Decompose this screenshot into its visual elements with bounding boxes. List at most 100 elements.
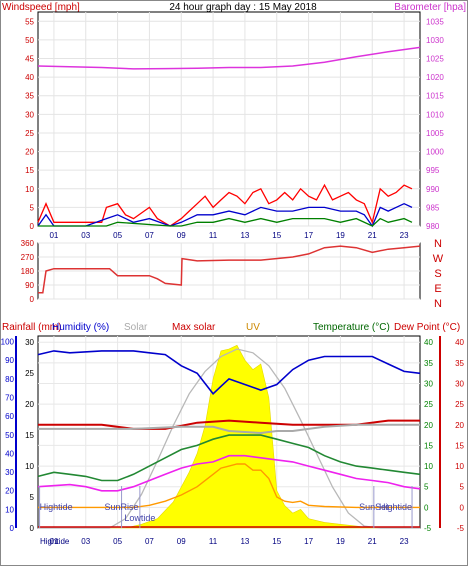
barometer-tick-label: 1005 xyxy=(426,129,444,138)
barometer-tick-label: 990 xyxy=(426,185,440,194)
compass-label: S xyxy=(434,268,441,280)
time-tick-label: 03 xyxy=(81,537,90,546)
direction-tick-label: 270 xyxy=(21,253,35,262)
temperature-tick-label: 5 xyxy=(424,483,429,492)
dewpoint-tick-label: 40 xyxy=(455,338,464,347)
solar-line xyxy=(38,423,420,435)
time-tick-label: 07 xyxy=(145,231,154,240)
time-tick-label: 15 xyxy=(272,231,281,240)
humidity-tick-label: 100 xyxy=(1,338,15,347)
graph-title: 24 hour graph day : 15 May 2018 xyxy=(169,2,317,13)
rainfall-tick-label: 15 xyxy=(25,431,34,440)
time-tick-label: 13 xyxy=(240,231,249,240)
event-label: Hightide xyxy=(40,502,73,512)
solar-area xyxy=(38,344,420,529)
time-tick-label: 05 xyxy=(113,537,122,546)
uv-line xyxy=(38,463,420,509)
time-tick-label: 21 xyxy=(368,231,377,240)
compass-label: W xyxy=(433,253,444,265)
direction-tick-label: 180 xyxy=(21,267,35,276)
time-tick-label: 19 xyxy=(336,537,345,546)
barometer-tick-label: 995 xyxy=(426,166,440,175)
temperature-line xyxy=(37,434,421,482)
time-tick-label: 13 xyxy=(240,537,249,546)
temperature-tick-label: 0 xyxy=(424,503,429,512)
barometer-tick-label: 980 xyxy=(426,222,440,231)
barometer-line xyxy=(37,46,421,70)
windspeed-tick-label: 40 xyxy=(25,73,34,82)
windspeed-tick-label: 30 xyxy=(25,110,34,119)
time-tick-label: 03 xyxy=(81,231,90,240)
compass-label: N xyxy=(434,298,442,310)
temperature-tick-label: 15 xyxy=(424,441,433,450)
windspeed-tick-label: 20 xyxy=(25,148,34,157)
barometer-tick-label: 1000 xyxy=(426,148,444,157)
humidity-tick-label: 90 xyxy=(5,356,14,365)
windspeed-tick-label: 25 xyxy=(25,129,34,138)
rainfall-axis-title: Rainfall (mm) xyxy=(2,322,61,333)
max-solar-legend: Max solar xyxy=(172,322,216,333)
dewpoint-tick-label: 20 xyxy=(455,421,464,430)
temperature-tick-label: 35 xyxy=(424,359,433,368)
humidity-tick-label: 20 xyxy=(5,487,14,496)
barometer-tick-label: 1015 xyxy=(426,92,444,101)
windspeed-tick-label: 5 xyxy=(30,203,35,212)
time-tick-label: 07 xyxy=(145,537,154,546)
time-tick-label: 01 xyxy=(49,537,58,546)
time-tick-label: 17 xyxy=(304,537,313,546)
dewpoint-tick-label: 30 xyxy=(455,379,464,388)
time-tick-label: 23 xyxy=(400,231,409,240)
time-tick-label: 09 xyxy=(177,537,186,546)
windspeed-tick-label: 15 xyxy=(25,166,34,175)
wind-avg-line xyxy=(37,202,413,228)
dewpoint-tick-label: 25 xyxy=(455,400,464,409)
time-tick-label: 19 xyxy=(336,231,345,240)
time-tick-label: 15 xyxy=(272,537,281,546)
compass-label: E xyxy=(434,283,441,295)
event-label: SunSet xyxy=(359,502,389,512)
temperature-tick-label: 40 xyxy=(424,338,433,347)
solar-max-curve xyxy=(38,348,420,529)
direction-tick-label: 90 xyxy=(25,281,34,290)
windspeed-tick-label: 45 xyxy=(25,55,34,64)
humidity-tick-label: 30 xyxy=(5,468,14,477)
rainfall-tick-label: 25 xyxy=(25,369,34,378)
humidity-tick-label: 80 xyxy=(5,375,14,384)
dewpoint-axis-title: Dew Point (°C) xyxy=(394,322,460,333)
compass-label: N xyxy=(434,238,442,250)
humidity-tick-label: 50 xyxy=(5,431,14,440)
dewpoint-line xyxy=(37,454,421,492)
barometer-tick-label: 1035 xyxy=(426,17,444,26)
dewpoint-tick-label: 10 xyxy=(455,462,464,471)
uv-legend: UV xyxy=(246,322,260,333)
time-tick-label: 05 xyxy=(113,231,122,240)
dewpoint-tick-label: 5 xyxy=(460,483,465,492)
time-tick-label: 21 xyxy=(368,537,377,546)
wind-barometer-chart: 0510152025303540455055980985990995100010… xyxy=(25,11,444,240)
windspeed-tick-label: 50 xyxy=(25,36,34,45)
time-tick-label: 11 xyxy=(209,537,218,546)
time-tick-label: 17 xyxy=(304,231,313,240)
rainfall-tick-label: 10 xyxy=(25,462,34,471)
humidity-tick-label: 70 xyxy=(5,394,14,403)
dewpoint-tick-label: 15 xyxy=(455,441,464,450)
windspeed-axis-title: Windspeed [mph] xyxy=(2,2,80,13)
time-tick-label: 01 xyxy=(49,231,58,240)
temperature-axis-title: Temperature (°C) xyxy=(313,322,390,333)
event-label: Lowtide xyxy=(124,513,155,523)
temperature-tick-label: 30 xyxy=(424,379,433,388)
event-label: Hightide xyxy=(379,502,412,512)
barometer-tick-label: 1025 xyxy=(426,55,444,64)
windspeed-tick-label: 0 xyxy=(30,222,35,231)
rainfall-tick-label: 5 xyxy=(30,493,35,502)
temperature-tick-label: 25 xyxy=(424,400,433,409)
direction-tick-label: 360 xyxy=(21,239,35,248)
humidity-axis-title: Humidity (%) xyxy=(52,322,109,333)
humidity-line xyxy=(37,350,421,395)
wind-gust-line xyxy=(37,183,413,227)
dewpoint-tick-label: -5 xyxy=(457,524,465,533)
